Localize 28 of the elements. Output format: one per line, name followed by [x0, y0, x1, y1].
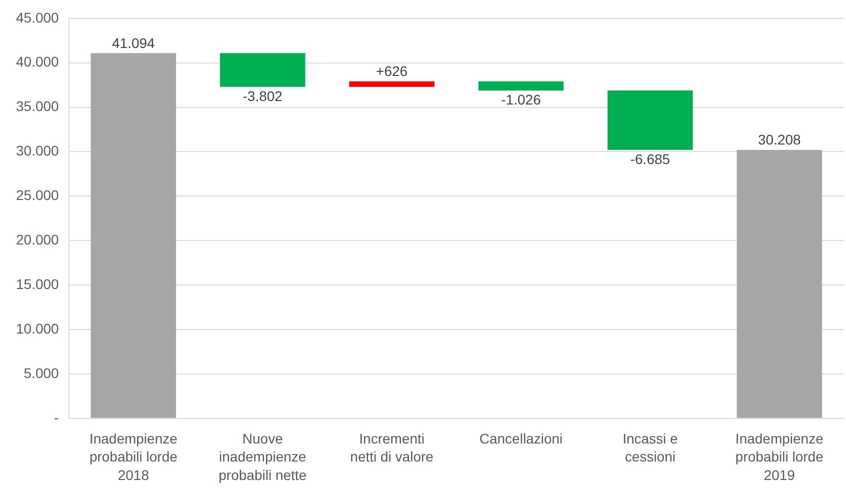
data-label: -3.802	[242, 88, 283, 104]
x-tick-label: Inadempienze probabili lorde 2019	[735, 430, 824, 483]
y-tick-label: 20.000	[16, 231, 60, 248]
data-label: -1.026	[501, 91, 542, 108]
y-tick-label: 35.000	[16, 98, 60, 114]
bar	[478, 81, 564, 90]
y-tick-label: 10.000	[16, 320, 60, 336]
bar	[608, 90, 693, 150]
x-tick-label: Nuove inadempienze probabili nette	[218, 430, 307, 483]
bar	[220, 53, 306, 87]
data-label: -6.685	[630, 150, 670, 167]
y-tick-label: 40.000	[16, 54, 60, 70]
y-tick-label: 30.000	[16, 142, 60, 159]
bar	[736, 150, 822, 418]
x-tick-label: Inadempienze probabili lorde 2018	[89, 430, 178, 483]
data-label: +626	[376, 63, 408, 80]
bar	[90, 53, 176, 418]
y-tick-label: 5.000	[24, 364, 60, 381]
y-tick-label: -	[54, 409, 60, 426]
y-tick-label: 45.000	[16, 9, 60, 26]
x-tick-label: Incassi e cessioni	[622, 430, 678, 465]
y-tick-label: 25.000	[16, 187, 60, 204]
y-tick-label: 15.000	[16, 276, 60, 292]
data-label: 41.094	[112, 34, 156, 51]
x-tick-label: Cancellazioni	[479, 430, 563, 446]
x-tick-label: Incrementi netti di valore	[350, 430, 434, 465]
data-label: 30.208	[758, 132, 802, 148]
bar	[349, 81, 434, 87]
